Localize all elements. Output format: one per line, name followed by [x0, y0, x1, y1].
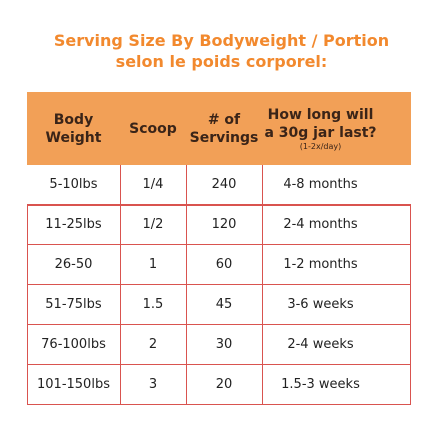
table-row: 26-50 1 60 1-2 months: [27, 245, 411, 285]
cell-duration: 1-2 months: [283, 257, 358, 272]
table-row: 11-25lbs 1/2 120 2-4 months: [27, 205, 411, 245]
table-frame: [27, 205, 411, 405]
cell-servings: 60: [215, 257, 233, 272]
header-scoop: Scoop: [120, 92, 186, 165]
column-divider: [120, 165, 121, 405]
cell-scoop: 1/2: [142, 217, 164, 232]
table-body: 5-10lbs 1/4 240 4-8 months 11-25lbs 1/2 …: [27, 165, 411, 405]
header-duration: How long will a 30g jar last? (1-2x/day): [262, 92, 379, 165]
table-header: Body Weight Scoop # of Servings How long…: [27, 92, 411, 165]
cell-duration: 1.5-3 weeks: [281, 377, 360, 392]
header-body-weight-label: Body Weight: [45, 111, 102, 146]
cell-weight: 51-75lbs: [45, 297, 102, 312]
column-divider: [186, 165, 187, 405]
table-row: 76-100lbs 2 30 2-4 weeks: [27, 325, 411, 365]
cell-scoop: 1.5: [142, 297, 164, 312]
cell-scoop: 1: [148, 257, 158, 272]
cell-weight: 76-100lbs: [41, 337, 106, 352]
serving-table: Body Weight Scoop # of Servings How long…: [27, 92, 411, 405]
cell-servings: 30: [215, 337, 233, 352]
table-row: 51-75lbs 1.5 45 3-6 weeks: [27, 285, 411, 325]
cell-weight: 26-50: [54, 257, 93, 272]
cell-weight: 11-25lbs: [45, 217, 102, 232]
cell-duration: 2-4 weeks: [287, 337, 354, 352]
cell-scoop: 2: [148, 337, 158, 352]
cell-servings: 240: [211, 177, 237, 192]
cell-weight: 101-150lbs: [37, 377, 110, 392]
cell-duration: 2-4 months: [283, 217, 358, 232]
page-title: Serving Size By Bodyweight / Portion: [53, 31, 390, 50]
header-body-weight: Body Weight: [27, 92, 120, 165]
header-duration-sub: (1-2x/day): [299, 141, 342, 151]
cell-duration: 3-6 weeks: [287, 297, 354, 312]
header-scoop-label: Scoop: [129, 120, 177, 137]
cell-servings: 120: [211, 217, 237, 232]
page-subtitle: selon le poids corporel:: [115, 52, 328, 71]
table-row: 5-10lbs 1/4 240 4-8 months: [27, 165, 411, 205]
header-servings-label: # of Servings: [189, 111, 259, 146]
cell-servings: 45: [215, 297, 233, 312]
cell-weight: 5-10lbs: [49, 177, 98, 192]
cell-scoop: 1/4: [142, 177, 164, 192]
column-divider: [262, 165, 263, 405]
cell-servings: 20: [215, 377, 233, 392]
header-spacer: [379, 92, 411, 165]
cell-scoop: 3: [148, 377, 158, 392]
header-duration-label: How long will a 30g jar last?: [264, 106, 377, 141]
header-servings: # of Servings: [186, 92, 262, 165]
cell-duration: 4-8 months: [283, 177, 358, 192]
